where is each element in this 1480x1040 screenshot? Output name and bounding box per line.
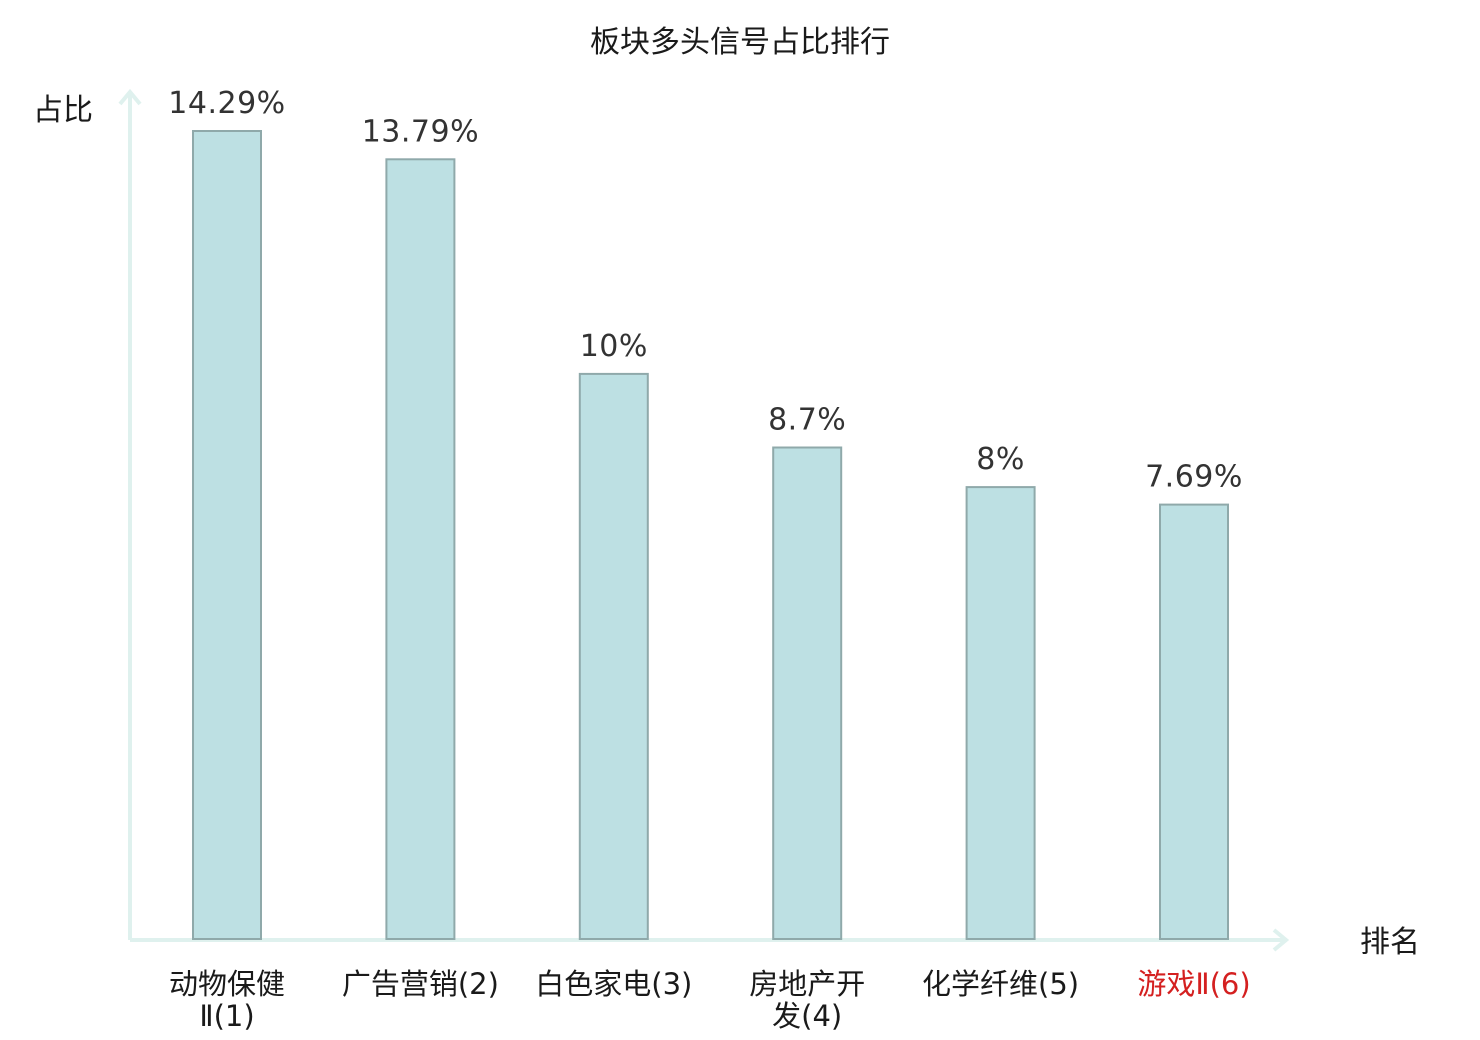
value-labels-group: 14.29% 13.79% 10% 8.7% 8% 7.69% bbox=[168, 86, 1243, 495]
data-label: 7.69% bbox=[1145, 460, 1243, 495]
tick-label: 白色家电(3) bbox=[535, 967, 692, 1001]
x-axis-label: 排名 bbox=[1360, 925, 1420, 960]
y-axis-arrow bbox=[118, 88, 142, 106]
tick-label: 广告营销(2) bbox=[342, 967, 499, 1001]
chart-title: 板块多头信号占比排行 bbox=[590, 25, 890, 60]
bar bbox=[772, 446, 843, 940]
tick-label: 房地产开 bbox=[749, 967, 865, 1001]
bar bbox=[965, 486, 1036, 940]
data-label: 10% bbox=[580, 329, 648, 364]
tick-label: Ⅱ(1) bbox=[199, 999, 254, 1033]
y-axis-label: 占比 bbox=[33, 93, 93, 128]
tick-label: 游戏Ⅱ(6) bbox=[1137, 967, 1250, 1001]
bar bbox=[192, 130, 262, 940]
bar bbox=[385, 158, 456, 941]
tick-label: 化学纤维(5) bbox=[922, 967, 1079, 1001]
bar bbox=[578, 372, 649, 940]
x-axis-arrow bbox=[1272, 928, 1290, 952]
bar bbox=[1159, 503, 1229, 940]
tick-label: 发(4) bbox=[772, 999, 842, 1033]
data-label: 8.7% bbox=[768, 403, 846, 438]
tick-label: 动物保健 bbox=[169, 967, 285, 1001]
data-label: 14.29% bbox=[168, 86, 285, 121]
data-label: 8% bbox=[976, 442, 1025, 477]
bars-group bbox=[192, 130, 1229, 941]
data-label: 13.79% bbox=[362, 114, 479, 149]
axes bbox=[118, 88, 1290, 952]
